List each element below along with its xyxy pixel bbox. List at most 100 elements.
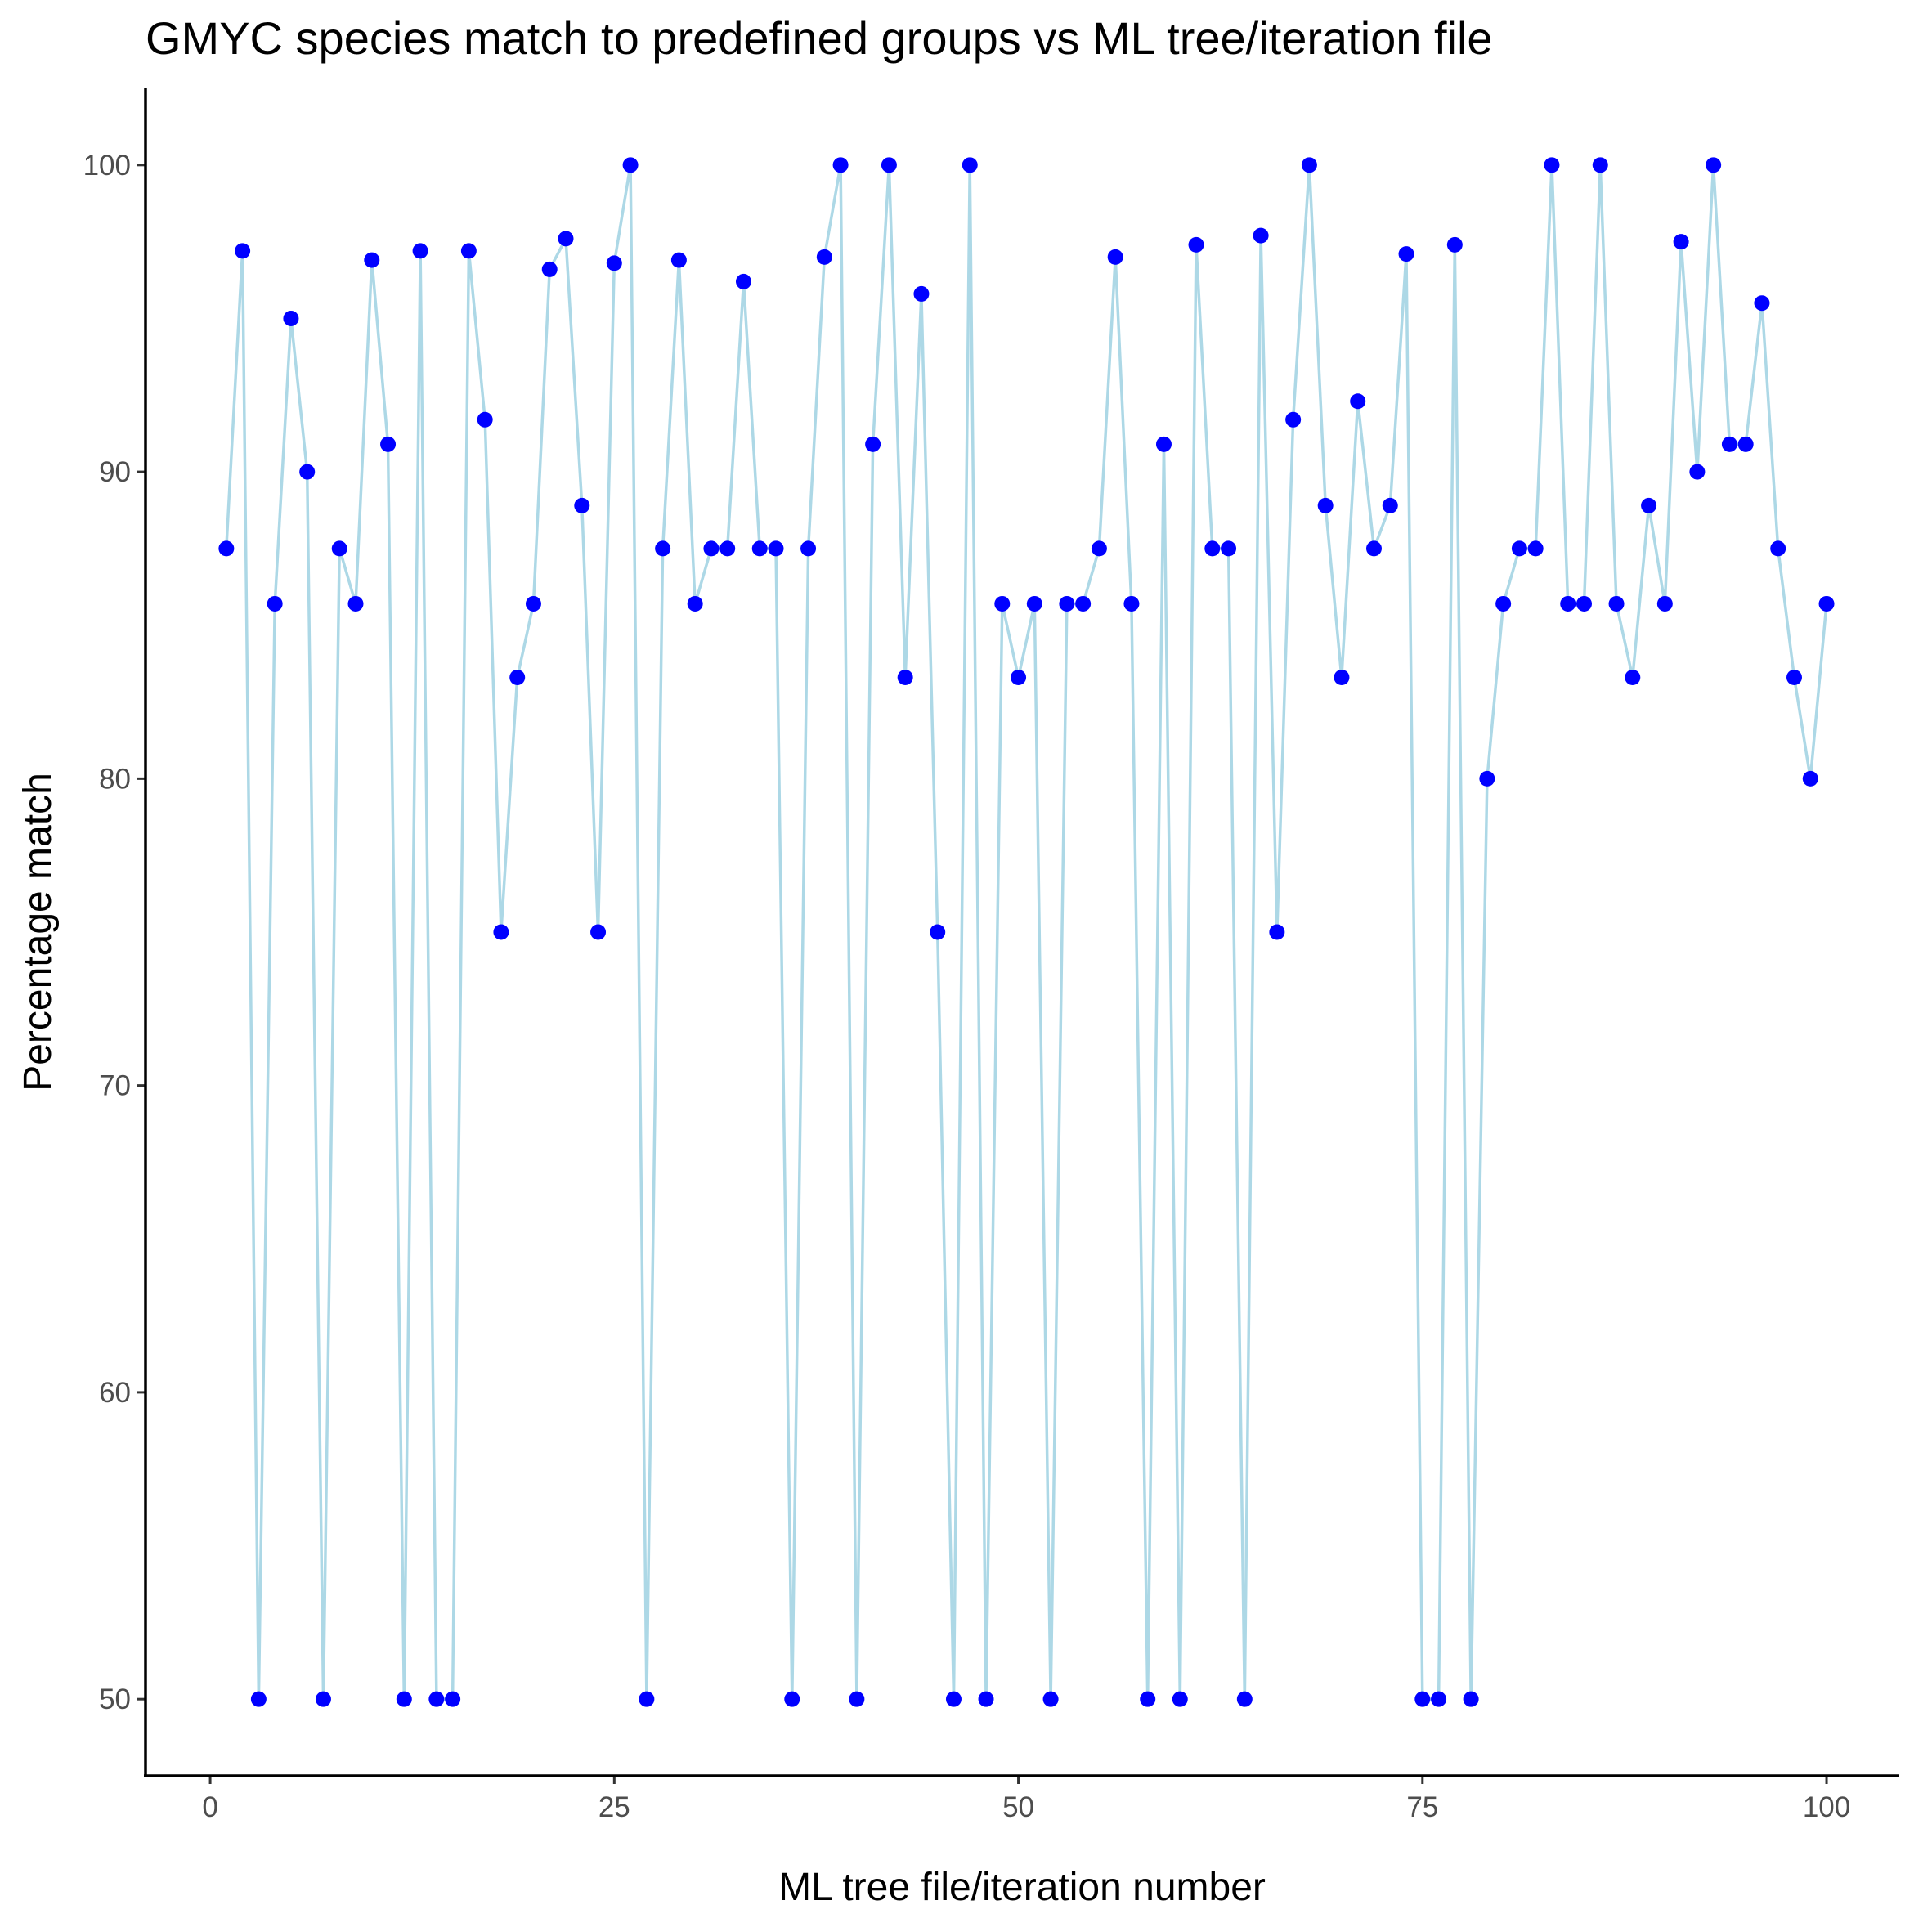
- data-point: [1204, 540, 1221, 557]
- x-tick-label: 50: [1002, 1791, 1034, 1823]
- data-point: [1317, 497, 1334, 513]
- data-point: [913, 285, 930, 302]
- data-point: [1608, 595, 1625, 612]
- data-point: [1042, 1691, 1059, 1707]
- data-point: [1560, 595, 1576, 612]
- data-point: [380, 436, 397, 452]
- x-axis-title: ML tree file/iteration number: [778, 1866, 1266, 1909]
- y-tick-label: 100: [83, 150, 131, 182]
- data-point: [1641, 497, 1657, 513]
- data-point: [832, 157, 849, 173]
- x-tick-label: 25: [598, 1791, 630, 1823]
- data-point: [1673, 234, 1689, 250]
- data-point: [1172, 1691, 1188, 1707]
- data-point: [703, 540, 719, 557]
- data-point: [218, 540, 235, 557]
- data-point: [283, 310, 299, 326]
- data-point: [1463, 1691, 1479, 1707]
- data-point: [1544, 157, 1560, 173]
- data-point: [1398, 246, 1414, 262]
- data-point: [558, 231, 574, 247]
- data-point: [493, 924, 509, 940]
- series-line: [225, 164, 1828, 1701]
- y-axis-ticks: 50 60 70 80 90 100: [83, 150, 146, 1715]
- data-point: [1365, 540, 1382, 557]
- data-point: [1334, 670, 1350, 686]
- data-point: [509, 670, 526, 686]
- data-point: [1802, 770, 1818, 787]
- data-point: [396, 1691, 412, 1707]
- data-point: [1236, 1691, 1253, 1707]
- data-point: [299, 464, 316, 480]
- data-point: [1656, 595, 1673, 612]
- data-point: [412, 243, 428, 259]
- data-point: [1011, 670, 1027, 686]
- data-point: [655, 540, 671, 557]
- data-point: [1689, 464, 1706, 480]
- x-tick-label: 0: [202, 1791, 217, 1823]
- data-point: [1350, 393, 1366, 410]
- data-point: [1285, 411, 1302, 428]
- data-point: [639, 1691, 655, 1707]
- data-point: [1107, 249, 1123, 265]
- data-point: [1770, 540, 1786, 557]
- data-point: [1188, 236, 1204, 253]
- data-point: [574, 497, 590, 513]
- data-point: [945, 1691, 962, 1707]
- data-point: [1721, 436, 1737, 452]
- data-point: [881, 157, 897, 173]
- data-point: [1414, 1691, 1431, 1707]
- data-point: [978, 1691, 994, 1707]
- data-point: [460, 243, 477, 259]
- y-tick-label: 60: [99, 1377, 131, 1409]
- y-tick-label: 70: [99, 1070, 131, 1102]
- data-point: [525, 595, 541, 612]
- data-point: [364, 252, 380, 268]
- data-point: [1592, 157, 1608, 173]
- data-point: [1706, 157, 1722, 173]
- data-point: [428, 1691, 445, 1707]
- data-point: [1269, 924, 1285, 940]
- data-point: [1382, 497, 1398, 513]
- data-point: [865, 436, 881, 452]
- x-tick-label: 75: [1406, 1791, 1438, 1823]
- data-point: [735, 273, 751, 289]
- data-point: [267, 595, 283, 612]
- data-point: [347, 595, 364, 612]
- data-point: [849, 1691, 865, 1707]
- data-point: [719, 540, 736, 557]
- data-point: [1495, 595, 1512, 612]
- data-point: [1075, 595, 1092, 612]
- data-point: [235, 243, 251, 259]
- data-point: [1511, 540, 1527, 557]
- data-point: [1301, 157, 1317, 173]
- data-point: [1123, 595, 1140, 612]
- data-point: [477, 411, 493, 428]
- x-axis-ticks: 0 25 50 75 100: [202, 1776, 1850, 1823]
- data-point: [1786, 670, 1802, 686]
- data-point: [768, 540, 784, 557]
- data-point: [751, 540, 768, 557]
- data-point: [1818, 595, 1835, 612]
- data-point: [687, 595, 703, 612]
- data-point: [331, 540, 347, 557]
- data-point: [962, 157, 978, 173]
- data-point: [1527, 540, 1544, 557]
- y-tick-label: 50: [99, 1683, 131, 1715]
- data-point: [541, 261, 558, 277]
- data-point: [670, 252, 687, 268]
- y-axis-title: Percentage match: [16, 773, 60, 1092]
- y-tick-label: 80: [99, 763, 131, 795]
- data-point: [1140, 1691, 1156, 1707]
- data-point: [800, 540, 817, 557]
- data-point: [1754, 295, 1770, 312]
- data-point: [1446, 236, 1463, 253]
- data-point: [1625, 670, 1641, 686]
- data-point: [1059, 595, 1075, 612]
- data-point: [1431, 1691, 1447, 1707]
- data-point: [1253, 227, 1269, 244]
- data-point: [816, 249, 832, 265]
- data-point: [1026, 595, 1042, 612]
